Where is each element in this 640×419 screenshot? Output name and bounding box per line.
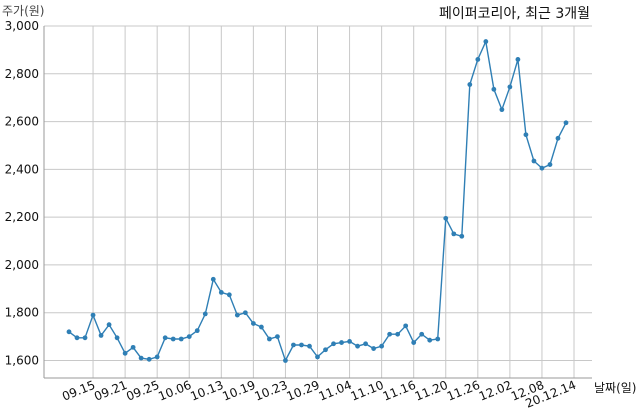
data-point xyxy=(395,331,401,337)
data-point xyxy=(555,135,561,141)
data-point xyxy=(138,355,144,361)
data-point xyxy=(451,231,457,237)
data-point xyxy=(483,39,489,44)
data-point xyxy=(66,329,72,335)
data-point xyxy=(355,343,360,349)
data-point xyxy=(210,276,216,282)
data-point xyxy=(170,336,176,342)
data-point xyxy=(491,86,497,92)
data-point xyxy=(507,84,513,90)
data-point xyxy=(475,57,481,62)
data-point xyxy=(234,312,240,318)
data-point xyxy=(531,158,537,164)
y-axis-label: 주가(원) xyxy=(2,4,44,18)
data-point xyxy=(154,354,160,360)
data-point xyxy=(186,334,192,340)
data-point xyxy=(387,331,393,337)
data-point xyxy=(499,107,505,113)
data-point xyxy=(347,338,352,344)
data-point xyxy=(379,343,385,349)
data-point xyxy=(202,311,208,317)
data-point xyxy=(242,310,248,316)
data-point xyxy=(363,341,368,347)
data-point xyxy=(443,215,449,221)
data-point xyxy=(130,344,136,350)
x-axis-ticks: 09.1509.2109.2510.0610.1310.1910.2310.29… xyxy=(60,378,578,411)
y-tick-label: 2,400 xyxy=(5,162,39,176)
y-tick-label: 1,600 xyxy=(5,354,39,368)
data-point xyxy=(90,312,96,318)
data-point xyxy=(275,334,280,340)
y-tick-label: 3,000 xyxy=(5,19,39,33)
data-point xyxy=(307,343,312,349)
chart-title: 페이퍼코리아, 최근 3개월 xyxy=(439,6,590,22)
data-point xyxy=(299,342,304,348)
data-point xyxy=(258,324,264,330)
data-point xyxy=(74,335,80,341)
data-point xyxy=(114,335,120,341)
data-point xyxy=(411,340,417,345)
data-point xyxy=(218,290,224,295)
data-point xyxy=(122,350,128,356)
data-point xyxy=(427,337,433,343)
data-point xyxy=(515,57,521,62)
data-point xyxy=(106,322,112,328)
data-point xyxy=(435,336,441,342)
y-tick-label: 1,800 xyxy=(5,306,39,320)
data-point xyxy=(178,336,184,342)
data-point xyxy=(98,333,104,338)
data-point xyxy=(162,335,168,341)
y-tick-label: 2,000 xyxy=(5,258,39,272)
data-point xyxy=(459,233,465,239)
data-point xyxy=(563,120,569,126)
data-point xyxy=(403,323,409,329)
data-point xyxy=(315,354,320,360)
x-axis-label: 날짜(일) xyxy=(594,381,636,395)
y-tick-label: 2,800 xyxy=(5,67,39,81)
data-point xyxy=(146,356,152,362)
y-tick-label: 2,200 xyxy=(5,210,39,224)
y-axis-ticks: 1,600 1,800 2,000 2,200 2,400 2,600 2,800 3,000 xyxy=(5,19,39,368)
data-point xyxy=(283,358,288,363)
data-point xyxy=(339,340,344,345)
axes xyxy=(43,26,592,379)
data-point xyxy=(267,336,272,342)
data-point xyxy=(419,331,425,337)
data-point xyxy=(331,341,336,347)
y-tick-label: 2,600 xyxy=(5,115,39,129)
data-point xyxy=(194,328,200,334)
data-point xyxy=(539,165,545,171)
data-point xyxy=(82,335,88,341)
data-point xyxy=(323,347,328,353)
data-point xyxy=(226,292,232,298)
data-point xyxy=(250,321,256,326)
data-point xyxy=(547,162,553,167)
price-series xyxy=(66,39,569,363)
gridlines xyxy=(44,25,592,378)
data-point xyxy=(523,132,529,138)
data-point xyxy=(467,82,473,87)
data-point xyxy=(371,346,377,351)
data-point xyxy=(291,342,296,348)
